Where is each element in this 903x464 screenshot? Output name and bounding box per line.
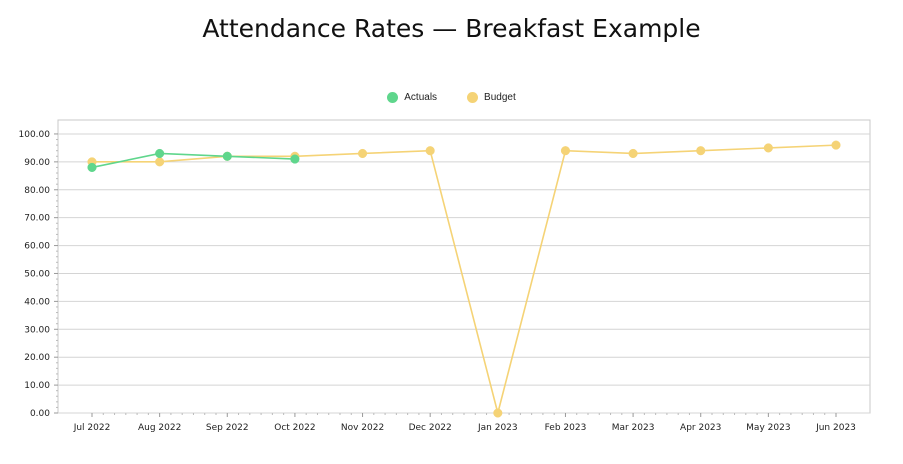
x-tick-label: Feb 2023 [545, 423, 587, 433]
legend: Actuals Budget [0, 92, 903, 103]
x-tick-label: Dec 2022 [409, 423, 452, 433]
data-point-budget[interactable] [560, 146, 571, 156]
y-tick-label: 60.00 [24, 242, 50, 252]
data-point-budget[interactable] [763, 143, 773, 153]
x-tick-label: Nov 2022 [341, 423, 384, 433]
legend-item-actuals[interactable]: Actuals [387, 92, 437, 103]
data-point-budget[interactable] [628, 148, 638, 159]
y-tick-label: 30.00 [24, 325, 50, 335]
y-tick-label: 20.00 [24, 353, 50, 363]
x-tick-label: Sep 2022 [206, 423, 249, 433]
y-tick-label: 0.00 [30, 409, 50, 419]
plot-frame [57, 119, 871, 414]
data-point-actuals[interactable] [222, 151, 232, 161]
grid [57, 119, 871, 414]
data-point-budget[interactable] [493, 408, 503, 418]
data-point-budget[interactable] [696, 146, 706, 156]
x-tick-label: Mar 2023 [612, 423, 655, 433]
x-tick-label: Apr 2023 [680, 423, 721, 433]
data-point-actuals[interactable] [290, 154, 300, 164]
data-point-budget[interactable] [425, 146, 435, 156]
x-axis: Jul 2022 Aug 2022 Sep 2022 Oct 2022 Nov 2022… [73, 413, 856, 433]
y-tick-label: 70.00 [24, 214, 50, 224]
data-point-budget[interactable] [155, 157, 165, 167]
legend-label-actuals: Actuals [404, 92, 438, 103]
y-tick-label: 80.00 [24, 186, 50, 196]
x-tick-label: May 2023 [746, 423, 790, 433]
data-point-budget[interactable] [831, 140, 841, 150]
data-point-actuals[interactable] [155, 148, 165, 159]
y-tick-label: 40.00 [24, 297, 50, 307]
x-tick-label: Jul 2022 [73, 423, 111, 433]
y-tick-label: 90.00 [24, 158, 50, 168]
legend-item-budget[interactable]: Budget [467, 92, 516, 103]
data-point-budget[interactable] [357, 148, 368, 159]
x-tick-label: Oct 2022 [274, 423, 315, 433]
x-tick-label: Jan 2023 [477, 423, 518, 433]
y-tick-label: 100.00 [19, 130, 51, 140]
x-tick-label: Aug 2022 [138, 423, 181, 433]
y-tick-label: 10.00 [24, 381, 50, 391]
series-line-actuals [91, 152, 295, 169]
legend-label-budget: Budget [484, 92, 516, 103]
y-axis: 0.00 10.00 20.00 30.00 40.00 50.00 60.00 70.00 8… [19, 130, 58, 419]
y-tick-label: 50.00 [24, 269, 50, 279]
data-point-actuals[interactable] [87, 162, 97, 172]
series-line-budget [92, 144, 837, 414]
series-layer [87, 140, 841, 418]
chart-title: Attendance Rates — Breakfast Example [202, 14, 701, 43]
legend-dot-budget [467, 92, 479, 103]
x-tick-label: Jun 2023 [815, 423, 856, 433]
legend-dot-actuals [387, 92, 399, 103]
